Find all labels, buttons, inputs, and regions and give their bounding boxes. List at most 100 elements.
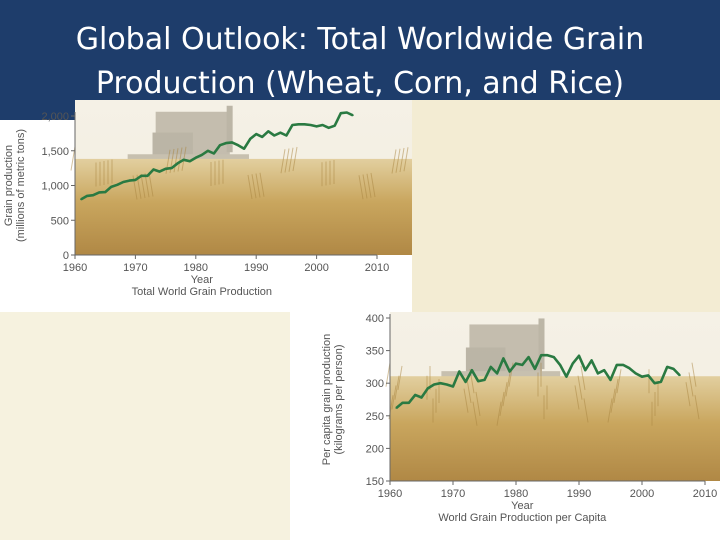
slide-title: Global Outlook: Total Worldwide Grain Pr… [0,18,720,106]
per-capita-data-point [622,364,624,366]
background-block [0,312,290,540]
per-capita-x-tick-label: 2010 [693,488,717,500]
wheat-stalks [70,146,409,200]
per-capita-data-point [489,366,492,368]
per-capita-x-tick-label: 1990 [567,488,591,500]
total-grain-x-tick-label: 2000 [304,262,328,274]
per-capita-data-point [426,387,429,390]
total-grain-data-point [92,194,95,197]
per-capita-data-point [666,366,669,368]
slide-title-line-2: Production (Wheat, Corn, and Rice) [95,66,625,101]
per-capita-x-tick-label: 2000 [630,488,654,500]
per-capita-data-point [395,407,398,409]
per-capita-data-point [603,369,606,372]
per-capita-data-point [458,370,461,373]
per-capita-y-tick-label: 400 [366,313,384,325]
background-strip [412,100,720,318]
per-capita-y-tick-label: 350 [366,346,384,358]
total-grain-data-point [285,134,288,137]
total-grain-chart-title: Total World Grain Production [132,286,272,298]
total-grain-data-point [152,168,155,171]
per-capita-data-point [552,356,555,359]
per-capita-data-point [508,370,511,373]
total-grain-data-point [231,141,233,144]
per-capita-y-tick-label: 150 [366,476,384,488]
harvester-pipe [538,318,545,370]
per-capita-data-point [590,359,593,362]
per-capita-data-point [578,354,580,357]
per-capita-series-line [395,353,681,410]
total-grain-data-point [146,174,149,177]
per-capita-data-point [515,362,517,365]
per-capita-y-tick-label: 300 [366,378,384,390]
photo-field [390,376,720,481]
total-grain-data-point [321,124,324,126]
per-capita-data-point [571,362,574,365]
per-capita-data-point [628,367,631,370]
per-capita-data-point [414,394,417,396]
per-capita-data-point [408,401,410,404]
total-grain-data-point [327,126,330,129]
per-capita-data-point [521,364,524,366]
total-grain-data-point [188,160,191,163]
total-grain-x-tick-label: 1970 [123,262,147,274]
total-grain-data-point [98,191,101,194]
total-grain-data-point [351,114,354,117]
per-capita-data-point [477,380,480,383]
total-grain-x-axis-label: Year [191,274,214,286]
total-grain-x-tick-label: 1980 [184,262,208,274]
per-capita-data-point [641,375,643,378]
total-grain-series-line [80,111,354,201]
per-capita-data-point [584,369,587,372]
per-capita-data-point [452,385,454,388]
per-capita-y-tick-label: 200 [366,443,384,455]
per-capita-data-point [647,374,650,377]
harvester-pipe [226,105,233,153]
per-capita-y-tick-label: 250 [366,411,384,423]
total-grain-data-point [291,124,294,126]
total-grain-data-point [140,174,143,177]
per-capita-data-point [502,357,505,360]
total-grain-y-tick-label: 500 [51,215,69,227]
total-grain-data-point [309,124,312,126]
per-capita-data-point [433,383,435,386]
total-grain-chart: 0 500 1,000 1,500 2,000 1960 1970 1980 1990 2000 2… [3,100,412,298]
per-capita-data-point [401,401,404,404]
per-capita-data-point [534,367,536,370]
total-grain-data-point [206,149,209,152]
total-grain-data-point [182,158,185,161]
total-grain-data-point [297,123,300,126]
total-grain-data-point [164,167,167,170]
per-capita-data-point [439,382,442,385]
per-capita-data-point [527,356,530,359]
per-capita-x-tick-label: 1980 [504,488,528,500]
total-grain-data-point [128,179,131,182]
per-capita-x-tick-label: 1970 [441,488,465,500]
total-grain-data-point [80,198,82,201]
total-grain-data-point [315,125,318,128]
total-grain-data-point [243,147,246,150]
total-grain-data-point [116,183,119,186]
total-grain-data-point [86,195,88,197]
total-grain-x-tick-label: 1990 [244,262,268,274]
per-capita-data-point [660,380,662,383]
per-capita-data-point [496,372,498,375]
per-capita-data-point [546,354,549,357]
total-grain-data-point [158,170,161,173]
total-grain-data-point [176,162,179,165]
per-capita-data-point [540,354,543,357]
per-capita-y-axis-label-1: Per capita grain production [321,334,333,465]
per-capita-data-point [471,369,473,372]
harvester-cab [152,132,193,158]
total-grain-data-point [279,131,282,134]
per-capita-data-point [678,374,681,377]
total-grain-data-point [170,167,173,170]
per-capita-data-point [597,372,599,375]
total-grain-data-point [200,154,203,156]
per-capita-data-point [559,364,561,366]
total-grain-data-point [339,112,342,115]
total-grain-x-tick-label: 1960 [63,262,87,274]
per-capita-x-tick-label: 1960 [378,488,402,500]
total-grain-data-point [122,181,125,183]
per-capita-data-point [609,379,612,381]
